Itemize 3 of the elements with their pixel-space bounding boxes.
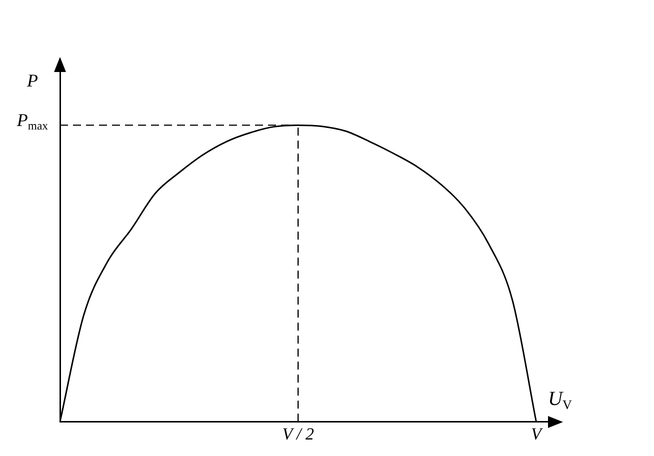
x-tick-label: V / 2	[282, 424, 314, 444]
x-tick-label: V	[530, 424, 544, 444]
y-axis-title: P	[26, 70, 38, 91]
